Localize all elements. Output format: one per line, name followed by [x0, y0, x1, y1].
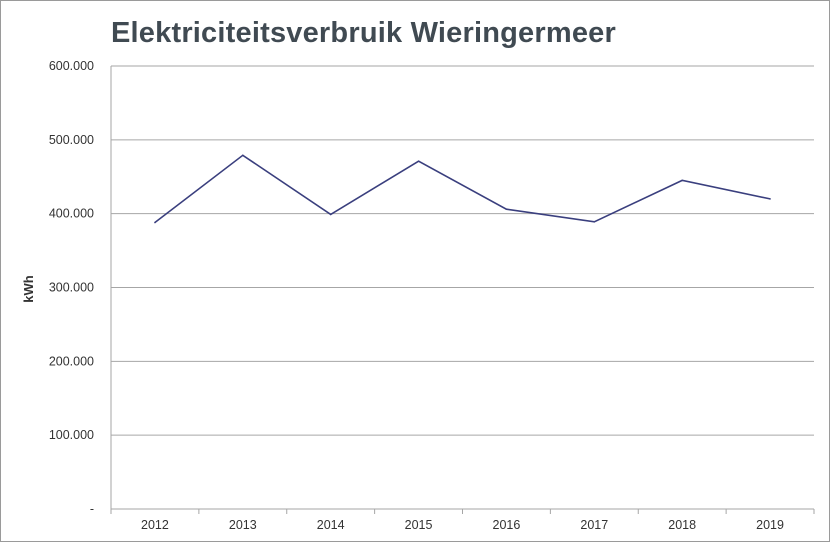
data-point-2017 — [593, 220, 596, 223]
y-axis-label: kWh — [21, 275, 36, 303]
y-tick-label-4: 400.000 — [49, 207, 94, 221]
data-point-2014 — [329, 213, 332, 216]
y-tick-label-3: 300.000 — [49, 281, 94, 295]
y-tick-label-1: 100.000 — [49, 428, 94, 442]
data-point-2019 — [769, 198, 771, 200]
x-tick-label-2012: 2012 — [141, 518, 169, 532]
data-point-2018 — [681, 179, 683, 182]
x-tick-label-2014: 2014 — [317, 518, 345, 532]
data-point-2015 — [417, 160, 420, 163]
gridlines — [111, 65, 814, 436]
x-tick-label-2019: 2019 — [756, 518, 784, 532]
y-tick-label-6: 600.000 — [49, 59, 94, 73]
x-tick-label-2015: 2015 — [405, 518, 433, 532]
y-tick-labels: - 100.000 200.000 300.000 400.000 500.000 600.… — [49, 59, 94, 516]
data-point-2013 — [242, 154, 244, 157]
x-tick-label-2017: 2017 — [580, 518, 608, 532]
y-tick-label-0: - — [90, 502, 94, 516]
series-group — [154, 154, 771, 224]
y-tick-label-2: 200.000 — [49, 354, 94, 368]
x-tick-labels: 2012 2013 2014 2015 2016 2017 2018 2019 — [141, 518, 784, 532]
x-tick-label-2018: 2018 — [668, 518, 696, 532]
series-line-0 — [154, 154, 771, 224]
axes — [110, 66, 815, 514]
x-tick-label-2016: 2016 — [493, 518, 521, 532]
x-tick-label-2013: 2013 — [229, 518, 257, 532]
data-point-2016 — [505, 208, 508, 211]
chart-title: Elektriciteitsverbruik Wieringermeer — [111, 17, 616, 49]
y-tick-label-5: 500.000 — [49, 133, 94, 147]
data-point-2012 — [154, 221, 156, 224]
